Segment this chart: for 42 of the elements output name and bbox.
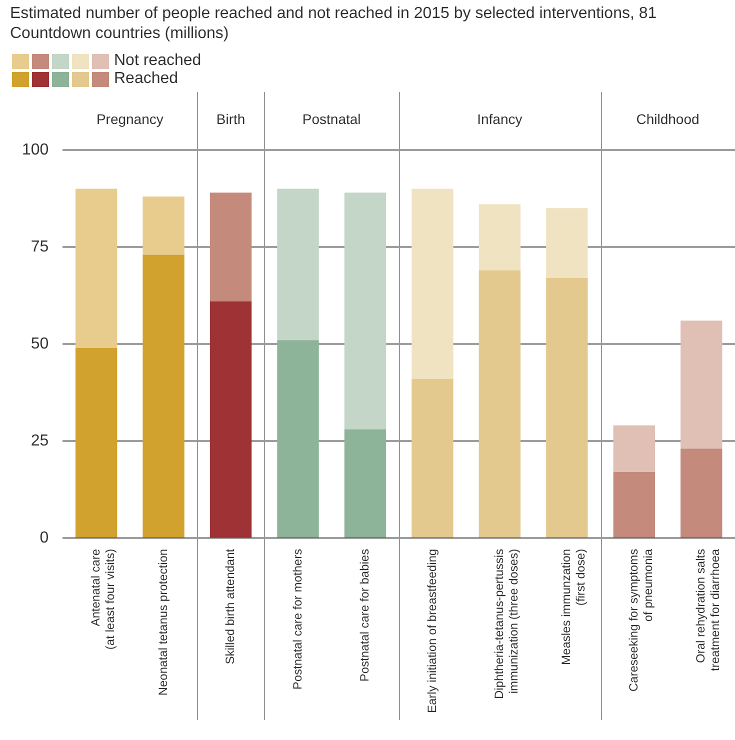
x-tick-label: Diphtheria-tetanus-pertussis immunization (three doses) — [492, 548, 520, 699]
bar — [142, 196, 184, 255]
bar — [478, 270, 521, 538]
bar — [210, 192, 252, 302]
legend-label: Reached — [114, 70, 178, 88]
bar — [680, 448, 722, 538]
bar — [478, 204, 521, 270]
bar — [210, 301, 252, 538]
bar — [277, 188, 319, 340]
legend-label: Not reached — [114, 52, 202, 70]
x-tick-label: Neonatal tetanus protection — [156, 548, 170, 696]
chart-title: Estimated number of people reached and not reached in 2015 by selected interventions, 81 Countdown countries (millions) — [9, 4, 658, 44]
text: Postnatal — [302, 111, 361, 127]
bar — [613, 425, 655, 472]
y-tick-label: 100 — [22, 141, 49, 158]
bar — [412, 188, 454, 379]
x-tick-label: Skilled birth attendant — [223, 548, 238, 664]
x-tick-label: Measles immunzation (first dose) — [559, 548, 588, 665]
bar — [680, 320, 722, 449]
bar — [344, 192, 386, 430]
y-tick-label: 50 — [30, 335, 49, 352]
bar — [344, 429, 386, 538]
text: Infancy — [477, 111, 522, 127]
x-tick-label: Careseeking for symptoms of pneumonia — [626, 548, 655, 692]
text: Childhood — [636, 111, 700, 127]
x-tick-label: Antenatal care (at least four visits) — [88, 548, 118, 650]
bar — [277, 340, 319, 538]
x-tick-label: Early initiation of breastfeeding — [424, 548, 439, 714]
x-tick-label: Postnatal care for babies — [358, 548, 372, 682]
bar — [546, 208, 588, 278]
y-tick-label: 75 — [30, 238, 49, 256]
bar — [613, 472, 655, 538]
x-tick-label: Postnatal care for mothers — [290, 548, 304, 690]
bar — [546, 278, 588, 538]
bar — [412, 378, 454, 538]
text: Birth — [216, 111, 246, 127]
y-tick-label: 0 — [40, 529, 49, 546]
text: Pregnancy — [96, 111, 164, 127]
bar — [75, 188, 118, 348]
bar — [142, 254, 184, 538]
bar — [75, 348, 118, 538]
y-tick-label: 25 — [30, 432, 49, 450]
